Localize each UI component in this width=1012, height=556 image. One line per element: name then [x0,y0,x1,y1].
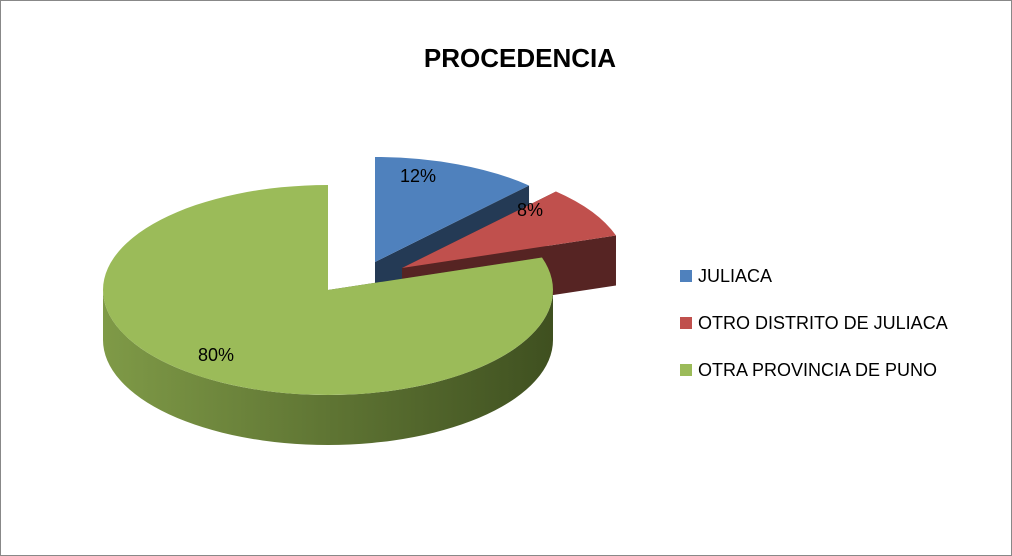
legend-label: OTRO DISTRITO DE JULIACA [698,313,948,333]
legend-label: OTRA PROVINCIA DE PUNO [698,360,937,380]
legend-swatch [680,317,692,329]
legend-label: JULIACA [698,266,772,286]
legend-swatch [680,270,692,282]
slice [375,157,530,262]
slice [103,185,554,395]
slice [402,191,616,268]
data-label: 80% [198,345,234,365]
data-label: 8% [517,200,543,220]
chart-title: PROCEDENCIA [424,43,616,73]
data-label: 12% [400,166,436,186]
legend-swatch [680,364,692,376]
slice-wall [103,290,553,445]
